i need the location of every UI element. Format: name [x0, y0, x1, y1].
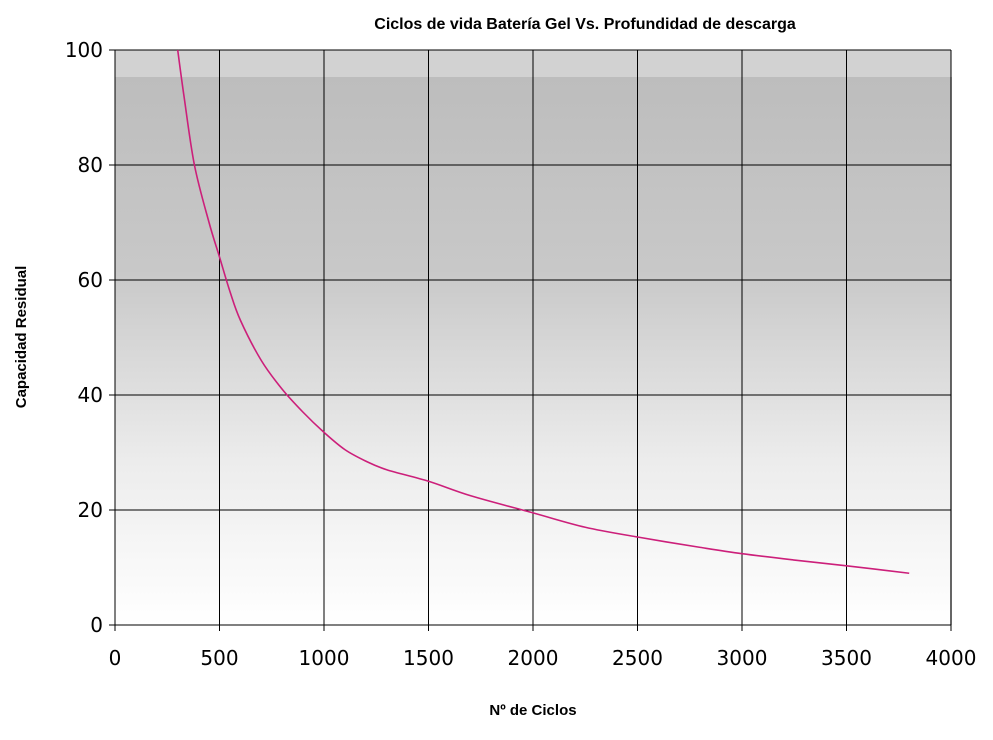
- y-tick-label: 100: [65, 38, 103, 62]
- x-tick-label: 3000: [717, 646, 768, 670]
- y-tick-label: 0: [90, 613, 103, 637]
- x-tick-label: 0: [109, 646, 122, 670]
- series-line: [176, 49, 910, 575]
- x-axis-label: Nº de Ciclos: [489, 702, 576, 719]
- x-tick-label: 1000: [299, 646, 350, 670]
- x-tick-label: 1500: [403, 646, 454, 670]
- grid: [109, 49, 952, 631]
- y-tick-label: 80: [78, 153, 103, 177]
- tick-labels: 0 500 1000 1500 2000 2500 3000 3500 4000 0 20 40 60 8…: [65, 38, 977, 670]
- x-tick-label: 2500: [612, 646, 663, 670]
- y-axis-label: Capacidad Residual: [13, 266, 30, 409]
- x-tick-label: 500: [200, 646, 238, 670]
- series: [176, 49, 910, 575]
- chart-title: Ciclos de vida Batería Gel Vs. Profundid…: [374, 16, 796, 33]
- y-tick-label: 40: [78, 383, 103, 407]
- x-tick-label: 4000: [926, 646, 977, 670]
- x-tick-label: 2000: [508, 646, 559, 670]
- y-tick-label: 60: [78, 268, 103, 292]
- y-tick-label: 20: [78, 498, 103, 522]
- x-tick-label: 3500: [821, 646, 872, 670]
